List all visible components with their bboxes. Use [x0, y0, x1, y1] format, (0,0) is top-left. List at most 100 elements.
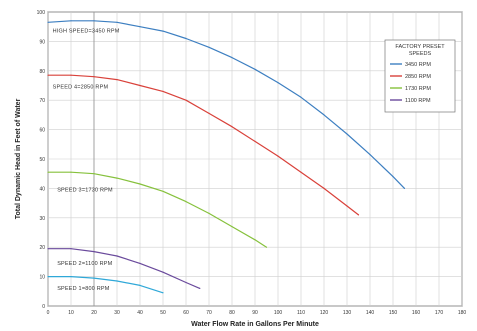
data-point	[185, 99, 187, 101]
curve-label: SPEED 2=1100 RPM	[57, 261, 112, 267]
y-tick-label: 20	[39, 245, 45, 251]
data-point	[254, 68, 256, 70]
data-point	[47, 74, 49, 76]
y-tick-label: 40	[39, 186, 45, 192]
y-tick-label: 0	[42, 304, 45, 310]
x-tick-label: 160	[412, 310, 421, 316]
curve-label: SPEED 1=800 RPM	[57, 286, 110, 292]
data-point	[403, 187, 406, 189]
x-tick-label: 40	[137, 310, 143, 316]
data-point	[139, 183, 141, 185]
data-point	[162, 190, 164, 192]
data-point	[70, 248, 72, 250]
series-line	[48, 248, 201, 289]
data-point	[300, 171, 302, 173]
data-point	[93, 76, 95, 78]
data-point	[208, 212, 210, 214]
data-point	[162, 90, 164, 92]
data-point	[116, 21, 118, 23]
series-lines	[47, 20, 406, 294]
x-tick-label: 120	[320, 310, 329, 316]
data-point	[139, 26, 141, 28]
y-tick-label: 50	[39, 157, 45, 163]
data-point	[346, 205, 348, 207]
data-point	[300, 96, 302, 98]
data-point	[70, 171, 72, 173]
curve-label: SPEED 4=2850 RPM	[53, 84, 109, 90]
data-point	[47, 21, 49, 23]
data-point	[162, 30, 164, 32]
data-point	[265, 246, 268, 248]
data-point	[277, 82, 279, 84]
series-line	[48, 276, 164, 294]
data-point	[139, 284, 141, 286]
y-tick-label: 80	[39, 69, 45, 75]
x-tick-label: 10	[68, 310, 74, 316]
x-tick-label: 180	[458, 310, 467, 316]
data-point	[231, 226, 233, 228]
y-tick-label: 90	[39, 39, 45, 45]
x-tick-label: 20	[91, 310, 97, 316]
x-tick-label: 0	[47, 310, 50, 316]
y-tick-label: 60	[39, 128, 45, 134]
legend-title: SPEEDS	[409, 51, 432, 57]
data-point	[162, 292, 164, 294]
data-point	[185, 281, 187, 284]
data-point	[116, 280, 118, 282]
curve-annotations: HIGH SPEED=3450 RPM SPEED 4=2850 RPM SPEED…	[53, 29, 120, 292]
data-point	[185, 37, 187, 40]
data-point	[185, 201, 187, 203]
data-point	[93, 173, 95, 175]
x-tick-label: 70	[206, 310, 212, 316]
x-tick-label: 30	[114, 310, 120, 316]
x-tick-label: 150	[389, 310, 398, 316]
curve-label: HIGH SPEED=3450 RPM	[53, 29, 120, 35]
data-point	[70, 74, 72, 76]
data-point	[116, 177, 118, 179]
x-tick-label: 140	[366, 310, 375, 316]
data-point	[392, 176, 394, 178]
x-tick-label: 60	[183, 310, 189, 316]
curve-label: SPEED 3=1730 RPM	[57, 187, 113, 193]
data-point	[139, 84, 141, 87]
legend-entry: 1730 RPM	[405, 86, 431, 92]
data-point	[47, 276, 49, 278]
data-point	[208, 112, 210, 114]
data-point	[323, 114, 325, 116]
x-tick-label: 130	[343, 310, 352, 316]
data-point	[162, 271, 164, 273]
y-tick-label: 30	[39, 216, 45, 222]
data-point	[93, 251, 95, 253]
x-tick-label: 50	[160, 310, 166, 316]
data-point	[116, 255, 118, 257]
data-point	[70, 20, 72, 22]
x-tick-label: 110	[297, 310, 305, 316]
data-point	[93, 277, 95, 279]
y-axis-title: Total Dynamic Head in Feet of Water	[15, 98, 22, 219]
data-point	[47, 248, 49, 250]
data-point	[47, 171, 49, 173]
y-tick-label: 70	[39, 98, 45, 104]
data-point	[254, 140, 256, 142]
data-point	[231, 57, 233, 59]
data-point	[139, 262, 141, 264]
data-point	[231, 126, 233, 128]
y-tick-label: 100	[37, 10, 46, 16]
data-point	[199, 287, 201, 289]
data-point	[254, 239, 256, 241]
x-tick-label: 100	[274, 310, 283, 316]
x-tick-label: 80	[229, 310, 235, 316]
y-tick-label: 10	[39, 275, 45, 281]
data-point	[70, 276, 72, 278]
data-point	[116, 79, 118, 81]
axes: 0 10 20 30 40 50 60 70 80 90 100 110 120 130 140 150 160…	[37, 10, 467, 316]
x-tick-label: 170	[435, 310, 444, 316]
x-axis-title: Water Flow Rate in Gallons Per Minute	[191, 321, 319, 328]
data-point	[369, 154, 371, 156]
data-point	[323, 187, 325, 189]
data-point	[346, 133, 348, 135]
data-point	[208, 46, 210, 48]
legend-entry: 1100 RPM	[405, 98, 431, 104]
